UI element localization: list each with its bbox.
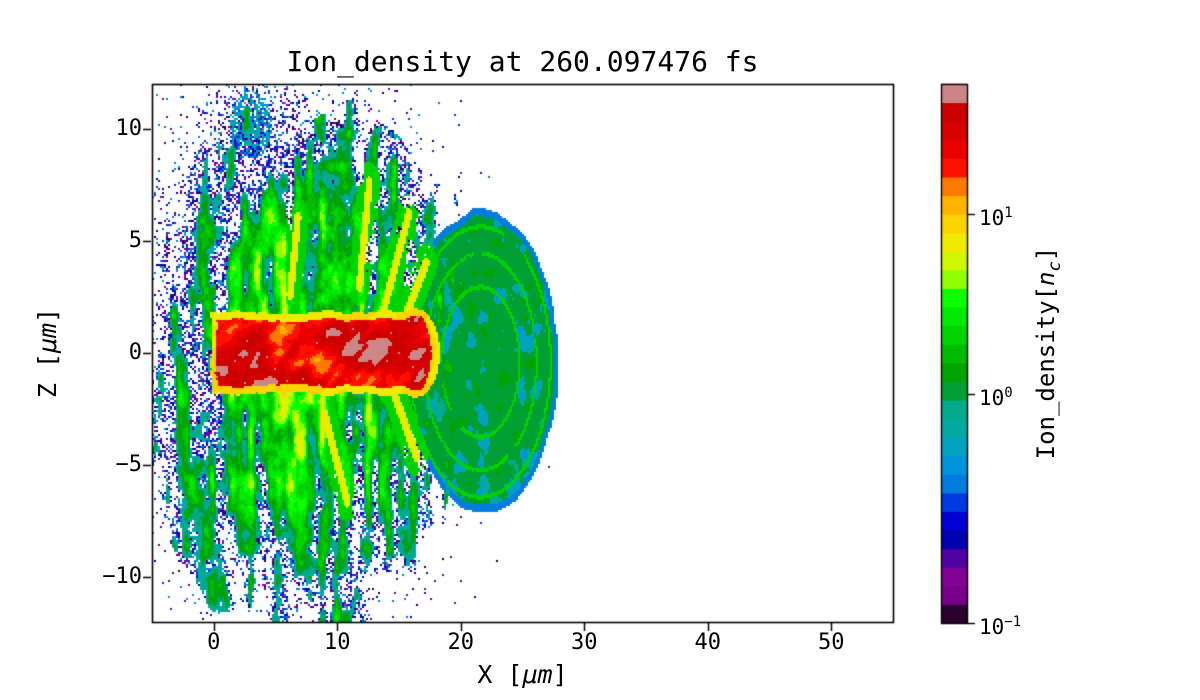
x-tick-label: 40: [694, 630, 722, 655]
x-axis-label: X [μm]: [152, 660, 893, 689]
colorbar-tick-label: 101: [979, 204, 1013, 230]
colorbar-label-post: ]: [1032, 246, 1060, 262]
colorbar-label-symbol: n: [1032, 271, 1060, 286]
x-tick-label: 30: [571, 630, 598, 655]
colorbar-label-pre: Ion_density[: [1032, 285, 1060, 460]
x-tick-label: 0: [207, 630, 221, 655]
x-axis-label-unit: μm: [522, 660, 553, 689]
x-axis-label-post: ]: [552, 660, 568, 689]
colorbar-tick-label: 100: [979, 384, 1013, 410]
x-axis-label-pre: X [: [477, 660, 523, 689]
y-tick-label: −5: [115, 452, 143, 478]
x-tick-label: 50: [818, 630, 845, 655]
y-tick-label: 5: [128, 227, 142, 253]
x-tick-label: 20: [447, 630, 475, 655]
colorbar-label-sub: c: [1044, 261, 1065, 272]
x-tick-label: 10: [324, 630, 351, 655]
y-tick-label: −10: [102, 564, 142, 590]
y-axis-label-post: ]: [33, 307, 62, 323]
plot-title: Ion_density at 260.097476 fs: [286, 45, 759, 78]
y-tick-label: 10: [115, 115, 143, 141]
colorbar-label: Ion_density[nc]: [1030, 203, 1065, 503]
colorbar-tick-label: 10−1: [979, 614, 1022, 639]
y-tick-label: 0: [128, 340, 142, 365]
